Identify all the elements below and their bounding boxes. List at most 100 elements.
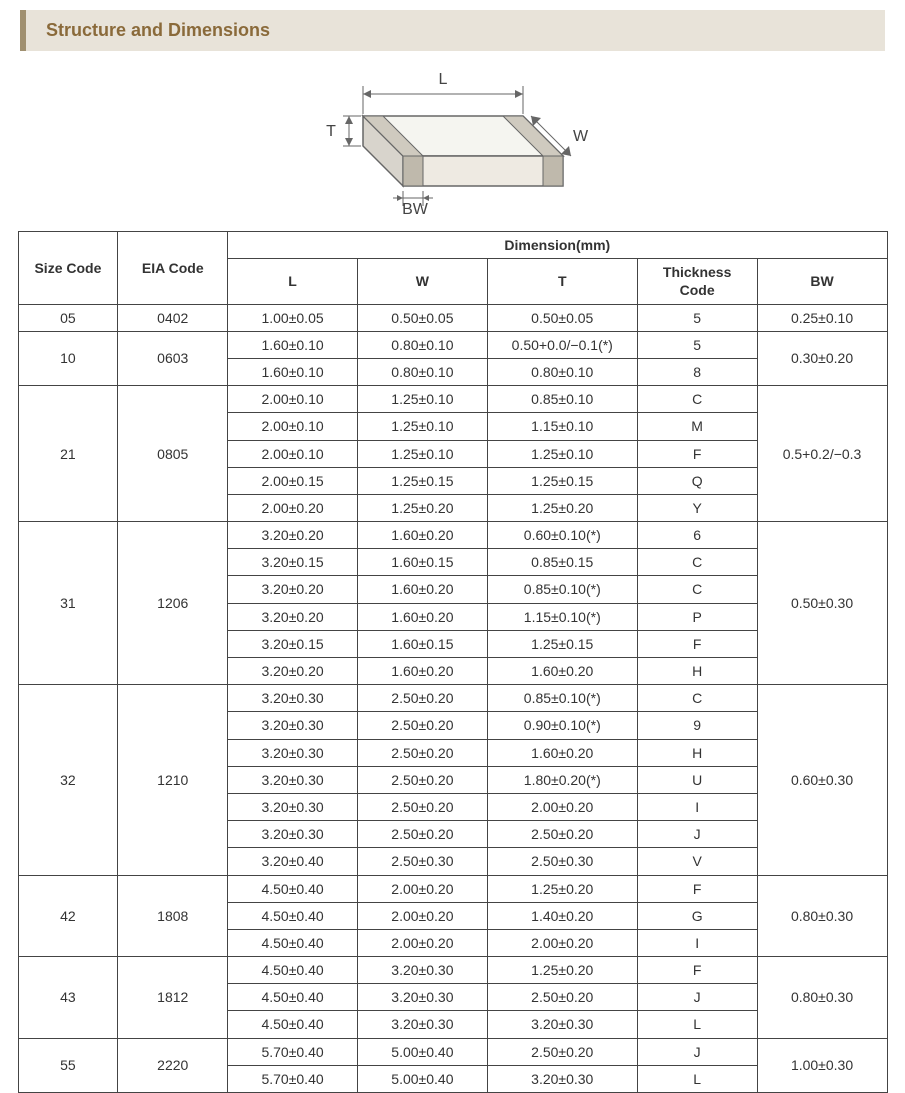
cell-T: 1.25±0.15	[487, 630, 637, 657]
cell-W: 2.50±0.20	[357, 821, 487, 848]
cell-T: 1.80±0.20(*)	[487, 766, 637, 793]
cell-L: 4.50±0.40	[228, 929, 358, 956]
cell-W: 5.00±0.40	[357, 1038, 487, 1065]
cell-W: 1.25±0.10	[357, 413, 487, 440]
cell-BW: 0.5+0.2/−0.3	[757, 386, 887, 522]
dim-label-L: L	[438, 71, 447, 88]
cell-W: 1.60±0.20	[357, 658, 487, 685]
cell-W: 1.60±0.15	[357, 549, 487, 576]
cell-T: 1.15±0.10	[487, 413, 637, 440]
cell-tc: G	[637, 902, 757, 929]
cell-L: 1.60±0.10	[228, 331, 358, 358]
component-diagram: L T W BW	[0, 51, 905, 231]
cell-L: 3.20±0.40	[228, 848, 358, 875]
cell-T: 1.60±0.20	[487, 658, 637, 685]
cell-L: 1.60±0.10	[228, 358, 358, 385]
cell-W: 2.50±0.20	[357, 739, 487, 766]
cell-tc: P	[637, 603, 757, 630]
cell-tc: H	[637, 739, 757, 766]
table-row: 1006031.60±0.100.80±0.100.50+0.0/−0.1(*)…	[18, 331, 887, 358]
cell-W: 1.60±0.15	[357, 630, 487, 657]
cell-L: 3.20±0.30	[228, 793, 358, 820]
cell-L: 3.20±0.15	[228, 549, 358, 576]
cell-L: 4.50±0.40	[228, 875, 358, 902]
cell-tc: C	[637, 386, 757, 413]
cell-L: 2.00±0.10	[228, 386, 358, 413]
cell-BW: 0.25±0.10	[757, 304, 887, 331]
cell-W: 2.00±0.20	[357, 929, 487, 956]
cell-L: 3.20±0.20	[228, 576, 358, 603]
cell-W: 3.20±0.30	[357, 984, 487, 1011]
cell-L: 4.50±0.40	[228, 902, 358, 929]
cell-L: 4.50±0.40	[228, 1011, 358, 1038]
cell-W: 3.20±0.30	[357, 957, 487, 984]
cell-tc: F	[637, 440, 757, 467]
cell-BW: 0.80±0.30	[757, 875, 887, 957]
cell-tc: C	[637, 549, 757, 576]
cell-T: 1.40±0.20	[487, 902, 637, 929]
table-row: 2108052.00±0.101.25±0.100.85±0.10C0.5+0.…	[18, 386, 887, 413]
cell-L: 4.50±0.40	[228, 957, 358, 984]
cell-size-code: 05	[18, 304, 118, 331]
cell-W: 0.80±0.10	[357, 331, 487, 358]
cell-tc: Q	[637, 467, 757, 494]
cell-L: 5.70±0.40	[228, 1065, 358, 1092]
cell-T: 0.80±0.10	[487, 358, 637, 385]
cell-eia-code: 0805	[118, 386, 228, 522]
cell-tc: Y	[637, 494, 757, 521]
cell-BW: 0.60±0.30	[757, 685, 887, 875]
cell-L: 3.20±0.20	[228, 522, 358, 549]
cell-tc: L	[637, 1065, 757, 1092]
table-header-row-1: Size Code EIA Code Dimension(mm)	[18, 232, 887, 259]
cell-W: 1.25±0.10	[357, 386, 487, 413]
cell-T: 1.15±0.10(*)	[487, 603, 637, 630]
cell-T: 2.50±0.30	[487, 848, 637, 875]
cell-T: 0.85±0.10(*)	[487, 576, 637, 603]
cell-size-code: 31	[18, 522, 118, 685]
col-thickness-code: Thickness Code	[637, 259, 757, 304]
cell-T: 0.85±0.10(*)	[487, 685, 637, 712]
cell-tc: I	[637, 793, 757, 820]
cell-tc: 5	[637, 331, 757, 358]
cell-L: 2.00±0.20	[228, 494, 358, 521]
cell-W: 2.00±0.20	[357, 902, 487, 929]
cell-tc: J	[637, 1038, 757, 1065]
cell-W: 3.20±0.30	[357, 1011, 487, 1038]
cell-L: 3.20±0.20	[228, 658, 358, 685]
cell-W: 2.00±0.20	[357, 875, 487, 902]
table-row: 0504021.00±0.050.50±0.050.50±0.0550.25±0…	[18, 304, 887, 331]
cell-eia-code: 2220	[118, 1038, 228, 1092]
cell-T: 2.50±0.20	[487, 1038, 637, 1065]
cell-eia-code: 1812	[118, 957, 228, 1039]
cell-W: 1.25±0.15	[357, 467, 487, 494]
cell-W: 5.00±0.40	[357, 1065, 487, 1092]
cell-T: 2.50±0.20	[487, 821, 637, 848]
cell-W: 2.50±0.20	[357, 712, 487, 739]
cell-W: 2.50±0.20	[357, 793, 487, 820]
col-L: L	[228, 259, 358, 304]
cell-tc: F	[637, 875, 757, 902]
cell-T: 1.60±0.20	[487, 739, 637, 766]
cell-L: 3.20±0.30	[228, 685, 358, 712]
cell-T: 1.25±0.20	[487, 957, 637, 984]
cell-T: 2.00±0.20	[487, 793, 637, 820]
cell-T: 0.85±0.10	[487, 386, 637, 413]
cell-tc: I	[637, 929, 757, 956]
cell-eia-code: 1210	[118, 685, 228, 875]
cell-BW: 0.50±0.30	[757, 522, 887, 685]
cell-tc: J	[637, 984, 757, 1011]
cell-T: 0.60±0.10(*)	[487, 522, 637, 549]
cell-size-code: 21	[18, 386, 118, 522]
table-row: 4318124.50±0.403.20±0.301.25±0.20F0.80±0…	[18, 957, 887, 984]
cell-T: 0.85±0.15	[487, 549, 637, 576]
cell-T: 0.50+0.0/−0.1(*)	[487, 331, 637, 358]
cell-tc: F	[637, 630, 757, 657]
cell-BW: 0.30±0.20	[757, 331, 887, 385]
cell-tc: U	[637, 766, 757, 793]
cell-L: 2.00±0.15	[228, 467, 358, 494]
cell-tc: C	[637, 685, 757, 712]
cell-tc: L	[637, 1011, 757, 1038]
cell-tc: H	[637, 658, 757, 685]
dimension-table: Size Code EIA Code Dimension(mm) L W T T…	[18, 231, 888, 1093]
cell-BW: 0.80±0.30	[757, 957, 887, 1039]
